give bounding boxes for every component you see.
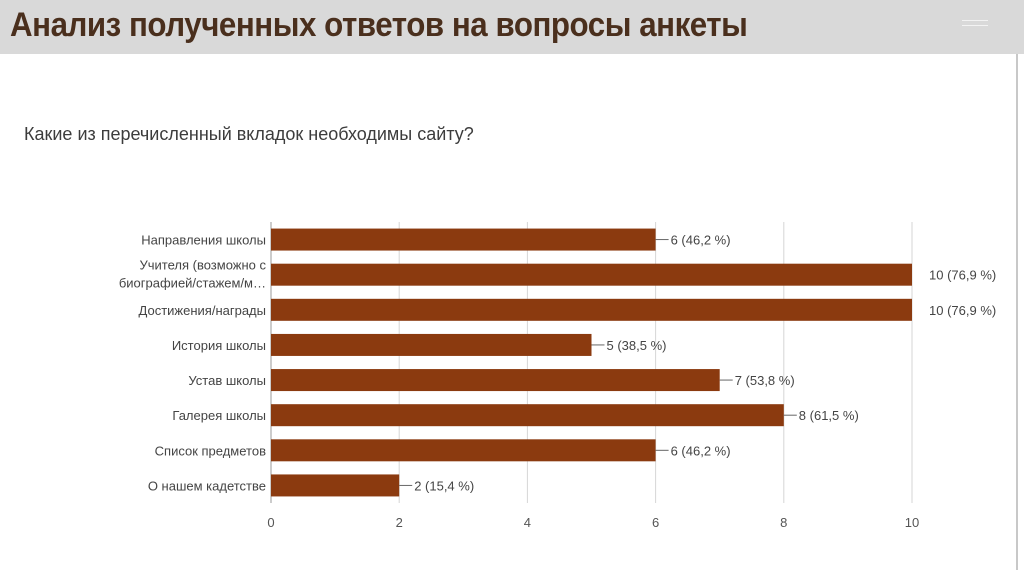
x-tick-label: 6 (652, 515, 659, 530)
menu-icon (962, 20, 988, 30)
slide-header: Анализ полученных ответов на вопросы анк… (0, 0, 1024, 54)
data-label: 10 (76,9 %) (929, 303, 996, 318)
data-label: 5 (38,5 %) (607, 338, 667, 353)
x-tick-label: 4 (524, 515, 531, 530)
bar (271, 404, 784, 427)
x-tick-label: 2 (396, 515, 403, 530)
x-tick-label: 10 (905, 515, 919, 530)
bar (271, 333, 592, 356)
bar (271, 474, 400, 497)
category-label: Список предметов (155, 443, 266, 458)
data-label: 6 (46,2 %) (671, 233, 731, 248)
data-label: 10 (76,9 %) (929, 268, 996, 283)
chart-title: Какие из перечисленный вкладок необходим… (24, 124, 474, 144)
category-label: О нашем кадетстве (148, 478, 266, 493)
bar (271, 369, 720, 392)
slide-title: Анализ полученных ответов на вопросы анк… (10, 6, 748, 44)
x-tick-label: 0 (267, 515, 274, 530)
data-label: 6 (46,2 %) (671, 443, 731, 458)
category-label: Устав школы (188, 373, 266, 388)
bar (271, 263, 912, 286)
bar (271, 298, 912, 321)
bar (271, 228, 656, 251)
x-tick-label: 8 (780, 515, 787, 530)
bar (271, 439, 656, 462)
data-label: 7 (53,8 %) (735, 373, 795, 388)
category-label: Достижения/награды (139, 303, 266, 318)
category-label: Учителя (возможно с биографией/стажем/м… (119, 258, 267, 291)
category-label: Направления школы (141, 233, 266, 248)
category-label: История школы (172, 338, 266, 353)
data-label: 8 (61,5 %) (799, 408, 859, 423)
data-label: 2 (15,4 %) (414, 478, 474, 493)
category-label: Галерея школы (172, 408, 266, 423)
